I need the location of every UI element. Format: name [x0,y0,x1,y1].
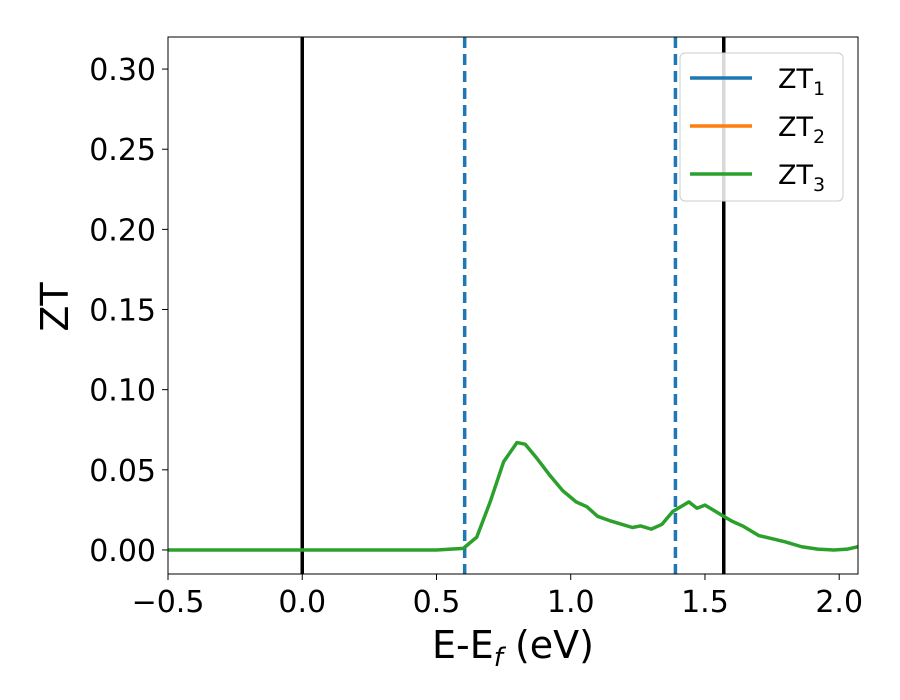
x-tick-label: 1.5 [681,585,729,620]
y-tick-label: 0.05 [89,454,156,489]
y-axis: 0.00 0.05 0.10 0.15 0.20 0.25 0.30 [89,53,168,569]
y-tick-label: 0.20 [89,213,156,248]
x-axis-title: E-Ef (eV) [432,623,594,673]
y-tick-label: 0.10 [89,374,156,409]
legend-label-zt2: ZT2 [778,112,825,148]
x-axis-title-unit: (eV) [503,623,594,667]
y-tick-label: 0.25 [89,133,156,168]
y-tick-label: 0.00 [89,534,156,569]
x-tick-label: −0.5 [132,585,205,620]
y-axis-title: ZT [33,282,77,332]
x-axis-title-main: E-E [432,623,494,667]
y-tick-label: 0.15 [89,294,156,329]
x-tick-label: 0.0 [278,585,326,620]
axes-frame [167,36,859,575]
legend: ZT1 ZT2 ZT3 [679,52,844,202]
x-tick-label: 2.0 [815,585,863,620]
y-tick-label: 0.30 [89,53,156,88]
x-tick-label: 0.5 [413,585,461,620]
legend-box [679,52,844,202]
x-tick-label: 1.0 [547,585,595,620]
legend-label-zt1: ZT1 [778,64,825,100]
series-line-zt3 [168,440,858,552]
legend-label-zt3: ZT3 [778,160,825,196]
x-axis: −0.5 0.0 0.5 1.0 1.5 2.0 [132,574,863,620]
